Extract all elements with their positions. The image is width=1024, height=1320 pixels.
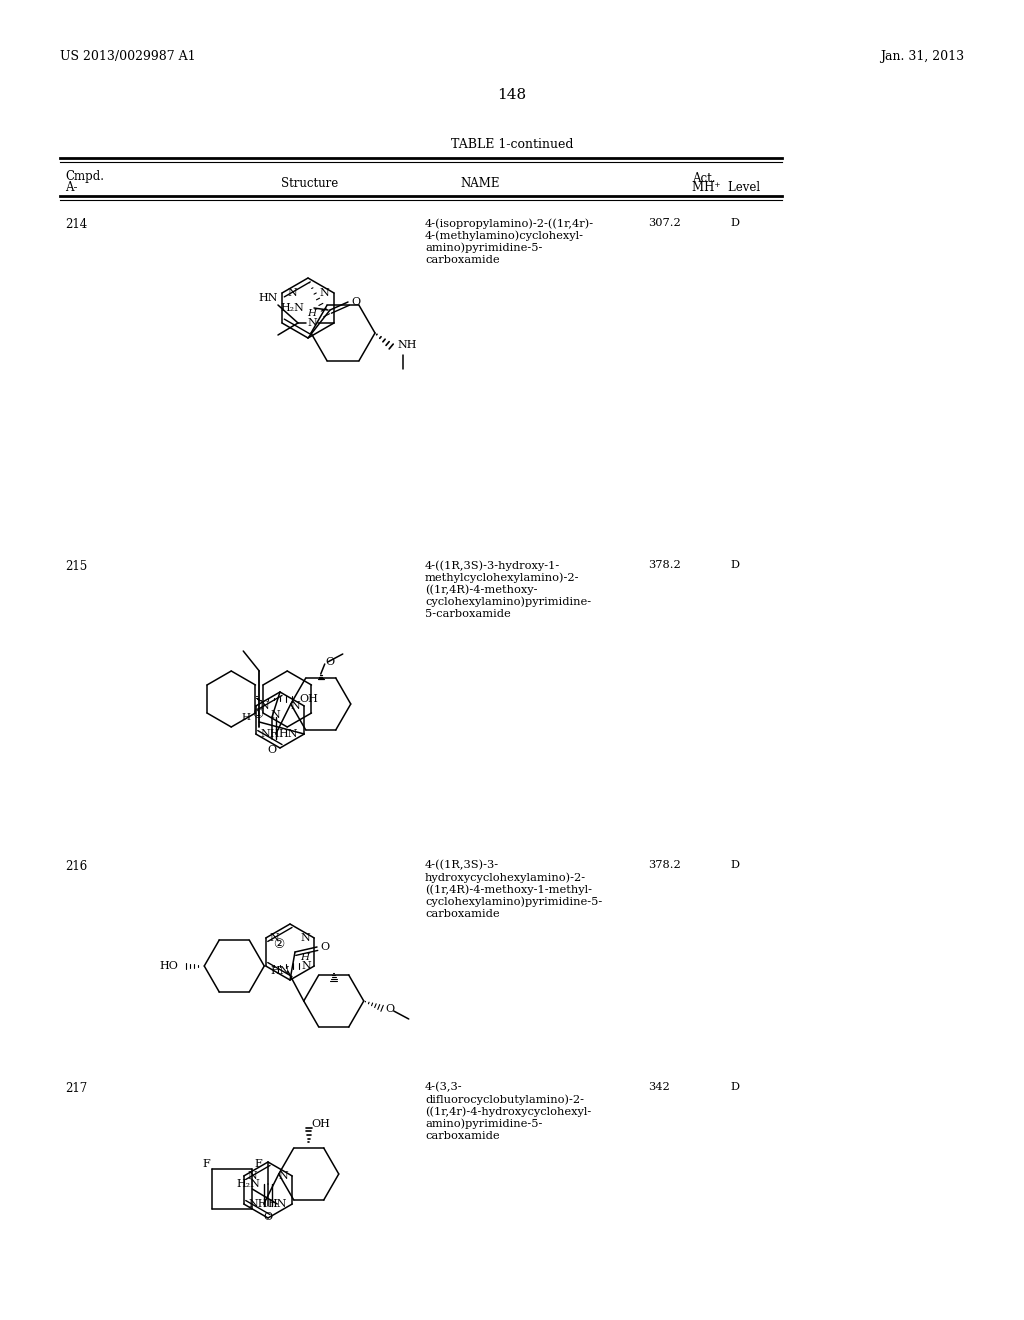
Text: NH: NH	[261, 729, 281, 739]
Text: Act.: Act.	[692, 172, 716, 185]
Text: Jan. 31, 2013: Jan. 31, 2013	[880, 50, 964, 63]
Text: US 2013/0029987 A1: US 2013/0029987 A1	[60, 50, 196, 63]
Text: 4-((1R,3S)-3-
hydroxycyclohexylamino)-2-
((1r,4R)-4-methoxy-1-methyl-
cyclohexyl: 4-((1R,3S)-3- hydroxycyclohexylamino)-2-…	[425, 861, 602, 919]
Text: OH: OH	[299, 694, 318, 704]
Text: O: O	[386, 1005, 395, 1014]
Text: HN: HN	[270, 966, 290, 975]
Text: H: H	[241, 713, 250, 722]
Text: 4-(3,3-
difluorocyclobutylamino)-2-
((1r,4r)-4-hydroxycyclohexyl-
amino)pyrimidi: 4-(3,3- difluorocyclobutylamino)-2- ((1r…	[425, 1082, 591, 1140]
Text: 378.2: 378.2	[648, 560, 681, 570]
Text: D: D	[730, 560, 739, 570]
Text: ②: ②	[273, 937, 285, 950]
Text: NH: NH	[397, 341, 417, 350]
Text: H: H	[307, 309, 316, 318]
Text: 307.2: 307.2	[648, 218, 681, 228]
Text: H₂N: H₂N	[237, 1179, 260, 1189]
Text: H₂N: H₂N	[281, 304, 304, 313]
Text: D: D	[730, 861, 739, 870]
Text: D: D	[730, 1082, 739, 1092]
Text: 4-(isopropylamino)-2-((1r,4r)-
4-(methylamino)cyclohexyl-
amino)pyrimidine-5-
ca: 4-(isopropylamino)-2-((1r,4r)- 4-(methyl…	[425, 218, 594, 265]
Text: 378.2: 378.2	[648, 861, 681, 870]
Text: 148: 148	[498, 88, 526, 102]
Text: HN: HN	[279, 729, 298, 739]
Text: N: N	[248, 1171, 257, 1181]
Text: N: N	[301, 961, 311, 972]
Text: HN: HN	[258, 293, 278, 304]
Text: N: N	[319, 288, 329, 298]
Text: 215: 215	[65, 560, 87, 573]
Text: H: H	[300, 953, 309, 962]
Text: O: O	[326, 657, 335, 667]
Text: Structure: Structure	[282, 177, 339, 190]
Text: N: N	[291, 701, 300, 711]
Text: 214: 214	[65, 218, 87, 231]
Text: F: F	[254, 1159, 262, 1170]
Text: NAME: NAME	[460, 177, 500, 190]
Text: 342: 342	[648, 1082, 670, 1092]
Text: N: N	[279, 1171, 288, 1181]
Text: TABLE 1-continued: TABLE 1-continued	[451, 139, 573, 150]
Text: NH: NH	[249, 1199, 268, 1209]
Text: 217: 217	[65, 1082, 87, 1096]
Text: ①: ①	[252, 709, 263, 722]
Text: N: N	[287, 288, 297, 298]
Text: F: F	[203, 1159, 210, 1170]
Text: N: N	[307, 318, 316, 327]
Text: OH: OH	[311, 1119, 331, 1129]
Text: N: N	[269, 933, 280, 942]
Text: Cmpd.: Cmpd.	[65, 170, 104, 183]
Text: A-: A-	[65, 181, 78, 194]
Text: O: O	[351, 297, 360, 308]
Text: O: O	[319, 942, 329, 952]
Text: O: O	[263, 1212, 272, 1222]
Text: O: O	[267, 744, 276, 755]
Text: D: D	[730, 218, 739, 228]
Text: 216: 216	[65, 861, 87, 873]
Text: MH⁺  Level: MH⁺ Level	[692, 181, 760, 194]
Text: HN: HN	[267, 1199, 288, 1209]
Text: N: N	[270, 710, 280, 719]
Text: 4-((1R,3S)-3-hydroxy-1-
methylcyclohexylamino)-2-
((1r,4R)-4-methoxy-
cyclohexyl: 4-((1R,3S)-3-hydroxy-1- methylcyclohexyl…	[425, 560, 591, 619]
Text: N: N	[260, 701, 269, 711]
Text: HO: HO	[160, 961, 178, 972]
Text: N: N	[300, 933, 310, 942]
